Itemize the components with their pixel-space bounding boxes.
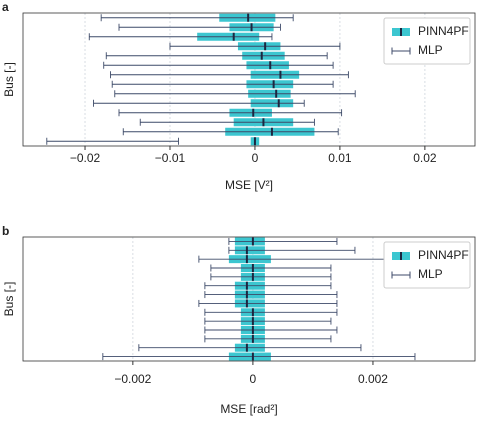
x-axis-label: MSE [rad²] <box>220 402 277 416</box>
x-tick-label: 0.002 <box>358 372 388 386</box>
panel-title: b <box>2 224 9 238</box>
legend-label: PINN4PF <box>418 24 469 38</box>
x-tick-label: −0.002 <box>114 372 151 386</box>
legend-label: MLP <box>418 267 443 281</box>
legend-label: PINN4PF <box>418 248 469 262</box>
y-axis-label: Bus [-] <box>2 62 16 97</box>
plot-frame <box>22 236 476 362</box>
y-axis-label: Bus [-] <box>2 282 16 317</box>
x-tick-label: 0.02 <box>413 151 437 165</box>
x-tick-label: 0 <box>250 372 257 386</box>
plot-frame <box>22 12 476 147</box>
legend-label: MLP <box>418 43 443 57</box>
x-tick-label: −0.01 <box>155 151 186 165</box>
x-axis-label: MSE [V²] <box>225 178 273 192</box>
x-tick-label: 0 <box>252 151 259 165</box>
x-tick-label: 0.01 <box>328 151 352 165</box>
x-tick-label: −0.02 <box>70 151 101 165</box>
panel-title: a <box>2 0 9 14</box>
